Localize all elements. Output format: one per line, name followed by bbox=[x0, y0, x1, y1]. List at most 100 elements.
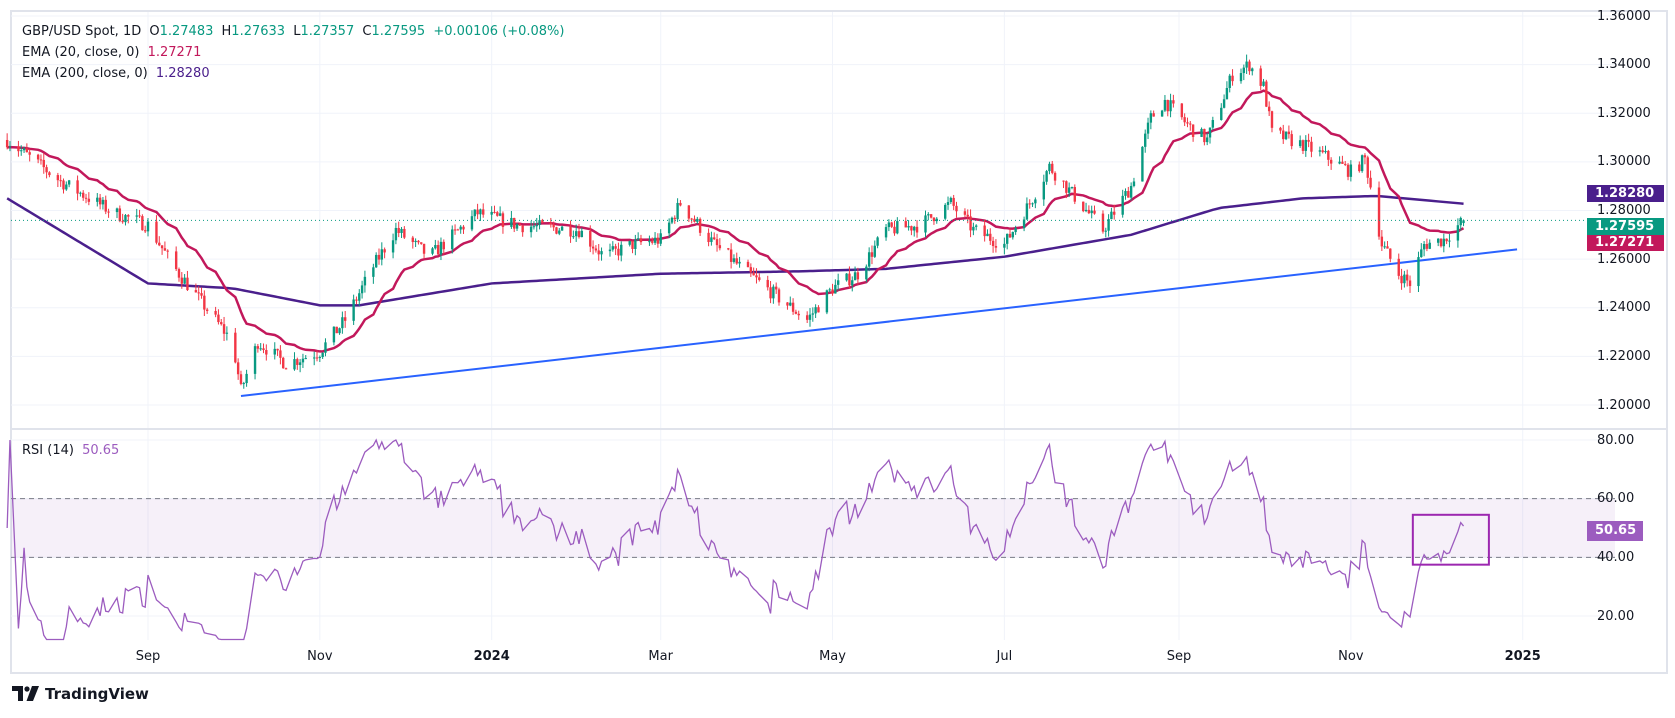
candle-body bbox=[549, 222, 553, 225]
candle-body bbox=[518, 224, 522, 226]
tradingview-logo[interactable]: TradingView bbox=[12, 685, 149, 703]
candle-body bbox=[42, 159, 45, 168]
candle-body bbox=[293, 359, 296, 370]
candle-body bbox=[1144, 133, 1147, 147]
candle-body bbox=[1349, 164, 1353, 177]
candle-body bbox=[1169, 100, 1172, 112]
candle-body bbox=[1189, 123, 1192, 125]
candle-body bbox=[138, 215, 141, 217]
candle-body bbox=[707, 232, 710, 243]
candle-body bbox=[1152, 113, 1155, 117]
candle-body bbox=[453, 229, 457, 231]
candle-body bbox=[1239, 73, 1243, 82]
candle-body bbox=[313, 357, 316, 359]
candle-body bbox=[262, 348, 265, 351]
candle-body bbox=[48, 172, 51, 176]
candle-body bbox=[538, 220, 541, 225]
candle-body bbox=[115, 208, 119, 213]
candle-body bbox=[1011, 232, 1015, 238]
candle-body bbox=[634, 239, 637, 249]
candle-body bbox=[749, 267, 753, 273]
candle-body bbox=[1121, 195, 1124, 215]
candle-body bbox=[1324, 150, 1327, 153]
candle-body bbox=[1008, 233, 1012, 238]
candle-body bbox=[825, 290, 829, 313]
candle-body bbox=[1307, 139, 1310, 142]
candle-body bbox=[856, 272, 860, 280]
candle-body bbox=[758, 277, 761, 280]
candle-body bbox=[1344, 163, 1347, 165]
candle-body bbox=[496, 212, 499, 216]
candle-body bbox=[1073, 187, 1076, 202]
low-value: 1.27357 bbox=[300, 24, 355, 39]
candle-body bbox=[197, 292, 200, 294]
candle-body bbox=[1259, 68, 1262, 86]
candle-body bbox=[710, 237, 713, 243]
candle-body bbox=[1191, 124, 1195, 137]
candle-body bbox=[225, 332, 229, 334]
candle-body bbox=[591, 246, 595, 249]
rsi-value: 50.65 bbox=[82, 443, 120, 458]
candle-body bbox=[698, 218, 702, 233]
rsi-tick-label: 20.00 bbox=[1597, 608, 1635, 624]
candle-body bbox=[727, 248, 730, 250]
candle-body bbox=[1160, 110, 1164, 117]
candle-body bbox=[1338, 161, 1341, 164]
candle-body bbox=[473, 209, 476, 217]
candle-body bbox=[974, 225, 978, 227]
candle-body bbox=[1222, 99, 1226, 108]
candle-body bbox=[1270, 111, 1274, 128]
candle-body bbox=[896, 221, 899, 234]
candle-body bbox=[163, 248, 167, 251]
candle-body bbox=[1225, 88, 1229, 100]
candle-body bbox=[462, 226, 465, 230]
candle-body bbox=[510, 217, 513, 227]
candle-body bbox=[374, 254, 378, 268]
candle-body bbox=[1422, 244, 1426, 250]
candle-body bbox=[521, 225, 524, 233]
candle-body bbox=[456, 229, 460, 231]
candle-body bbox=[1428, 242, 1431, 249]
candle-body bbox=[479, 209, 482, 215]
ema20-label: EMA (20, close, 0) bbox=[22, 45, 140, 60]
candle-body bbox=[1231, 75, 1234, 82]
candle-body bbox=[411, 237, 414, 243]
candle-body bbox=[166, 250, 169, 252]
candle-body bbox=[1304, 139, 1307, 151]
candle-body bbox=[1042, 181, 1046, 200]
candle-body bbox=[1208, 127, 1212, 138]
candle-body bbox=[1242, 67, 1246, 74]
candle-body bbox=[1439, 238, 1443, 247]
candle-body bbox=[1366, 157, 1369, 178]
candle-body bbox=[45, 167, 48, 173]
candle-body bbox=[265, 350, 268, 355]
candle-body bbox=[651, 241, 654, 243]
candle-body bbox=[1053, 172, 1057, 181]
candle-body bbox=[1180, 103, 1184, 118]
candle-body bbox=[1448, 240, 1451, 242]
price-tick-label: 1.36000 bbox=[1597, 8, 1651, 24]
candle-body bbox=[1005, 233, 1009, 244]
legend-symbol: GBP/USD Spot, 1D O1.27483 H1.27633 L1.27… bbox=[22, 24, 568, 39]
candle-body bbox=[1363, 155, 1367, 158]
candle-body bbox=[343, 317, 347, 321]
time-tick-label: 2025 bbox=[1504, 649, 1541, 664]
candle-body bbox=[966, 214, 969, 217]
candle-body bbox=[969, 216, 972, 231]
candle-body bbox=[794, 311, 798, 314]
time-tick-label: Sep bbox=[1166, 649, 1192, 664]
candle-body bbox=[994, 246, 998, 248]
price-tick-label: 1.28000 bbox=[1597, 203, 1651, 218]
candle-body bbox=[608, 249, 612, 252]
candle-body bbox=[1318, 150, 1322, 152]
candle-body bbox=[245, 373, 248, 384]
candle-body bbox=[555, 227, 558, 234]
candle-body bbox=[1146, 122, 1150, 134]
candle-body bbox=[205, 309, 209, 311]
candle-body bbox=[1132, 181, 1136, 186]
candle-body bbox=[532, 226, 536, 228]
candle-body bbox=[420, 242, 423, 244]
legend-ema20: EMA (20, close, 0) 1.27271 bbox=[22, 45, 205, 60]
candle-body bbox=[360, 285, 364, 294]
